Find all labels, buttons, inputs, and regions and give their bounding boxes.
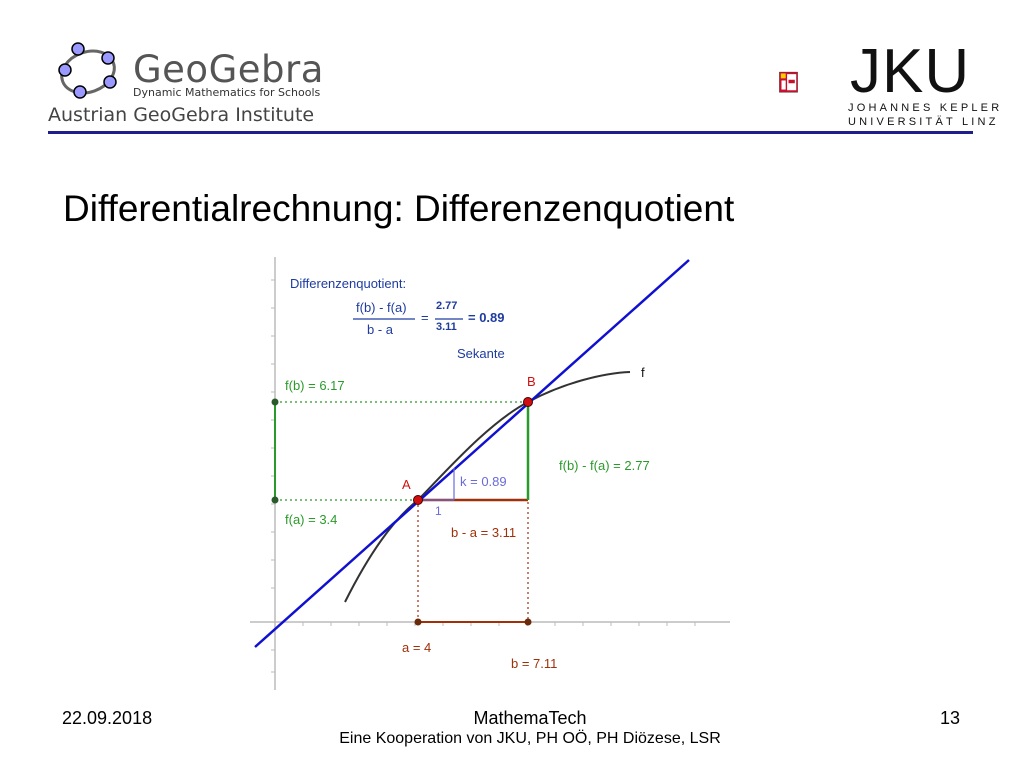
a-axis-point	[414, 618, 422, 626]
page-number: 13	[940, 708, 961, 728]
jku-crest-icon	[779, 71, 798, 93]
secant-line	[254, 259, 690, 648]
secant-label: Sekante	[457, 346, 505, 361]
point-b	[523, 397, 533, 407]
diagram-canvas	[250, 257, 730, 690]
formula-equals: =	[421, 310, 429, 325]
rise-label: f(b) - f(a) = 2.77	[559, 458, 650, 473]
formula-result: = 0.89	[468, 310, 505, 325]
formula-heading: Differenzenquotient:	[290, 276, 407, 291]
header-divider	[48, 131, 973, 134]
unit-label: 1	[435, 504, 442, 518]
point-b-label: B	[527, 374, 536, 389]
institute-name: Austrian GeoGebra Institute	[48, 104, 315, 126]
fa-axis-point	[271, 496, 279, 504]
footer-date: 22.09.2018	[62, 708, 153, 728]
fb-label: f(b) = 6.17	[285, 378, 345, 393]
function-label: f	[641, 365, 645, 380]
geogebra-logo-icon	[58, 42, 117, 99]
point-a	[413, 495, 423, 505]
point-a-label: A	[402, 477, 411, 492]
fb-axis-point	[271, 398, 279, 406]
function-curve	[344, 371, 631, 603]
y-axis-ticks	[271, 279, 275, 673]
formula-den-value: 3.11	[436, 321, 457, 333]
difference-quotient-diagram: Differenzenquotient: f(b) - f(a) b - a =…	[245, 252, 745, 692]
geogebra-tagline: Dynamic Mathematics for Schools	[133, 86, 321, 99]
a-label: a = 4	[402, 640, 432, 655]
jku-wordmark: JKU	[850, 37, 971, 106]
formula-denominator: b - a	[367, 322, 394, 337]
geogebra-brand: GeoGebra	[133, 48, 324, 91]
formula-numerator: f(b) - f(a)	[356, 300, 407, 315]
footer-subtitle: Eine Kooperation von JKU, PH OÖ, PH Diöz…	[339, 730, 721, 747]
fa-label: f(a) = 3.4	[285, 512, 338, 527]
footer-title: MathemaTech	[473, 708, 587, 728]
slope-label: k = 0.89	[460, 474, 507, 489]
b-axis-point	[524, 618, 532, 626]
jku-line1: JOHANNES KEPLER	[848, 102, 1003, 114]
b-label: b = 7.11	[511, 656, 558, 671]
run-label: b - a = 3.11	[451, 525, 517, 540]
slide-title: Differentialrechnung: Differenzenquotien…	[63, 188, 735, 229]
jku-line2: UNIVERSITÄT LINZ	[848, 116, 999, 128]
formula-num-value: 2.77	[436, 300, 458, 312]
